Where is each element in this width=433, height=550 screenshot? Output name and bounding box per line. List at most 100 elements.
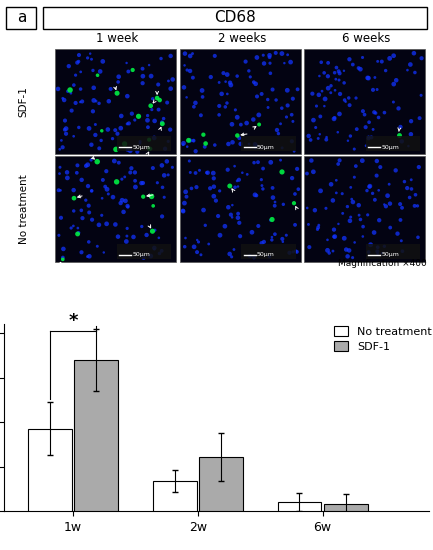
Point: [132, 168, 139, 177]
Point: [375, 186, 382, 195]
Point: [351, 238, 358, 247]
Point: [331, 113, 338, 122]
Point: [395, 104, 402, 113]
Point: [169, 75, 176, 84]
Point: [113, 178, 120, 186]
Point: [315, 134, 322, 143]
Point: [306, 243, 313, 251]
Point: [236, 218, 243, 227]
Point: [149, 95, 156, 103]
Bar: [242, 244, 296, 259]
Point: [90, 84, 97, 92]
Point: [291, 199, 297, 207]
Point: [359, 53, 366, 62]
Point: [180, 206, 187, 215]
Point: [135, 112, 142, 121]
Point: [261, 59, 268, 68]
Point: [345, 136, 352, 145]
Point: [147, 145, 154, 153]
Point: [132, 183, 139, 191]
Point: [408, 175, 415, 184]
Point: [315, 90, 322, 99]
Point: [357, 215, 364, 224]
Point: [161, 193, 168, 202]
Point: [341, 96, 348, 104]
Point: [249, 228, 255, 236]
Point: [226, 250, 233, 258]
Point: [331, 232, 338, 241]
Point: [151, 244, 158, 252]
Point: [215, 212, 222, 221]
Point: [359, 107, 366, 116]
Point: [229, 138, 236, 147]
Point: [71, 81, 78, 90]
Point: [405, 142, 412, 151]
Point: [132, 177, 139, 185]
Point: [410, 49, 417, 58]
Point: [105, 97, 112, 106]
Point: [210, 174, 217, 183]
Point: [333, 176, 340, 185]
Point: [259, 164, 266, 173]
Text: 1 week: 1 week: [97, 32, 139, 45]
Point: [159, 119, 166, 128]
Point: [223, 98, 230, 107]
Point: [216, 111, 223, 119]
Point: [213, 196, 220, 205]
Point: [187, 67, 194, 75]
Point: [146, 144, 153, 153]
Point: [336, 109, 343, 118]
Point: [122, 196, 129, 205]
Point: [268, 215, 275, 224]
Point: [255, 120, 262, 129]
Point: [267, 69, 274, 78]
Point: [372, 109, 379, 118]
Point: [323, 135, 330, 144]
Point: [158, 118, 165, 127]
Bar: [180, 156, 301, 262]
Point: [229, 120, 236, 129]
Point: [252, 190, 259, 199]
Point: [250, 252, 257, 261]
Point: [291, 221, 298, 229]
Point: [148, 192, 155, 201]
Point: [181, 61, 188, 70]
Point: [161, 171, 168, 180]
Point: [96, 99, 103, 108]
Bar: [366, 244, 420, 259]
Point: [369, 85, 376, 94]
Point: [115, 232, 122, 241]
Point: [401, 177, 408, 186]
Point: [227, 210, 234, 219]
Point: [65, 62, 72, 70]
Point: [192, 98, 199, 107]
Point: [75, 228, 82, 237]
Point: [216, 231, 223, 240]
Point: [258, 175, 265, 184]
Point: [408, 185, 415, 194]
Point: [286, 249, 293, 257]
Point: [124, 201, 131, 210]
Point: [57, 163, 64, 172]
Point: [149, 164, 156, 173]
Point: [210, 169, 217, 178]
Point: [372, 195, 378, 204]
Point: [87, 50, 94, 58]
Point: [295, 185, 302, 194]
Point: [138, 179, 145, 188]
Point: [86, 124, 93, 133]
Point: [100, 175, 107, 184]
Point: [89, 215, 96, 224]
Point: [365, 74, 372, 82]
Point: [381, 200, 388, 209]
Point: [72, 98, 79, 107]
Point: [274, 125, 281, 134]
Point: [96, 144, 103, 153]
Point: [113, 89, 120, 97]
Point: [243, 119, 250, 128]
Point: [181, 49, 188, 58]
Point: [414, 201, 421, 210]
Point: [75, 57, 82, 66]
Point: [184, 65, 191, 74]
Point: [225, 203, 232, 212]
